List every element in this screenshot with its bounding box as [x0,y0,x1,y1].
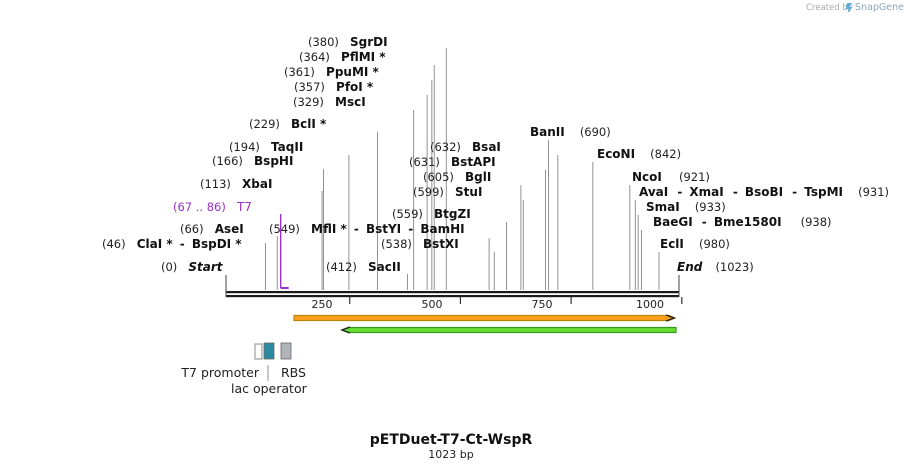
feature-orange[interactable] [293,314,677,322]
legend-t7-promoter: T7 promoter [180,365,259,380]
map-title: pETDuet-T7-Ct-WspR [370,432,533,448]
end-label: End (1023) [677,256,754,275]
site-label-ncoi[interactable]: NcoI (921) [632,166,710,185]
site-label-ecli[interactable]: EclI (980) [660,233,730,252]
site-label-bgli[interactable]: (605) BglI [423,166,491,185]
ruler-tick-label: 500 [422,298,443,311]
site-label-pfoi[interactable]: (357) PfoI * [294,76,374,95]
t7-promoter-swatch [254,343,263,360]
site-label-bcli[interactable]: (229) BclI * [249,113,327,132]
site-label-btgzi[interactable]: (559) BtgZI [392,203,471,222]
site-label-avai[interactable]: AvaI - XmaI - BsoBI - TspMI (931) [639,181,889,200]
site-label-ppumi[interactable]: (361) PpuMI * [284,61,380,80]
site-label-smai[interactable]: SmaI (933) [646,196,726,215]
site-label-sgrdi[interactable]: (380) SgrDI [308,31,388,50]
ruler-tick-label: 1000 [636,298,664,311]
site-label-stui[interactable]: (599) StuI [413,181,482,200]
rbs-swatch [280,342,292,360]
site-label-bsphi[interactable]: (166) BspHI [212,150,293,169]
site-label-taqii[interactable]: (194) TaqII [229,136,303,155]
start-label: (0) Start [161,256,224,275]
map-length: 1023 bp [428,448,473,461]
brand-text: SnapGene [855,2,904,13]
site-label-asei[interactable]: (66) AseI [180,218,244,237]
ruler-ticks [349,297,683,304]
site-label-clai[interactable]: (46) ClaI * - BspDI * [102,233,242,252]
t7-primer-marker[interactable] [279,214,289,289]
credit-text: Created by [806,3,853,13]
legend-rbs: RBS [281,365,306,380]
backbone [226,291,679,298]
site-label-xbai[interactable]: (113) XbaI [200,173,272,192]
feature-green[interactable] [340,326,677,334]
site-label-bstxi[interactable]: (538) BstXI [381,233,459,252]
site-label-banii[interactable]: BanII (690) [530,121,611,140]
site-label-bsai[interactable]: (632) BsaI [430,136,501,155]
site-label-mfli[interactable]: (549) MflI * - BstYI - BamHI [269,218,465,237]
legend-lac-operator: lac operator [231,381,308,396]
site-label-baegi[interactable]: BaeGI - Bme1580I (938) [653,211,832,230]
site-label-msci[interactable]: (329) MscI [293,91,366,110]
feature-legend: T7 promoter RBS lac operator [180,342,308,396]
ruler-tick-label: 750 [532,298,553,311]
site-label-sacii[interactable]: (412) SacII [326,256,401,275]
ruler-tick-label: 250 [312,298,333,311]
site-label-pflmi[interactable]: (364) PflMI * [299,46,386,65]
site-label-bstapi[interactable]: (631) BstAPI [409,151,496,170]
site-lines [264,48,660,290]
primer-label-t7[interactable]: (67 .. 86) T7 [173,196,252,215]
snapgene-icon [845,3,853,13]
site-label-econi[interactable]: EcoNI (842) [597,143,681,162]
lac-operator-swatch [263,342,275,360]
